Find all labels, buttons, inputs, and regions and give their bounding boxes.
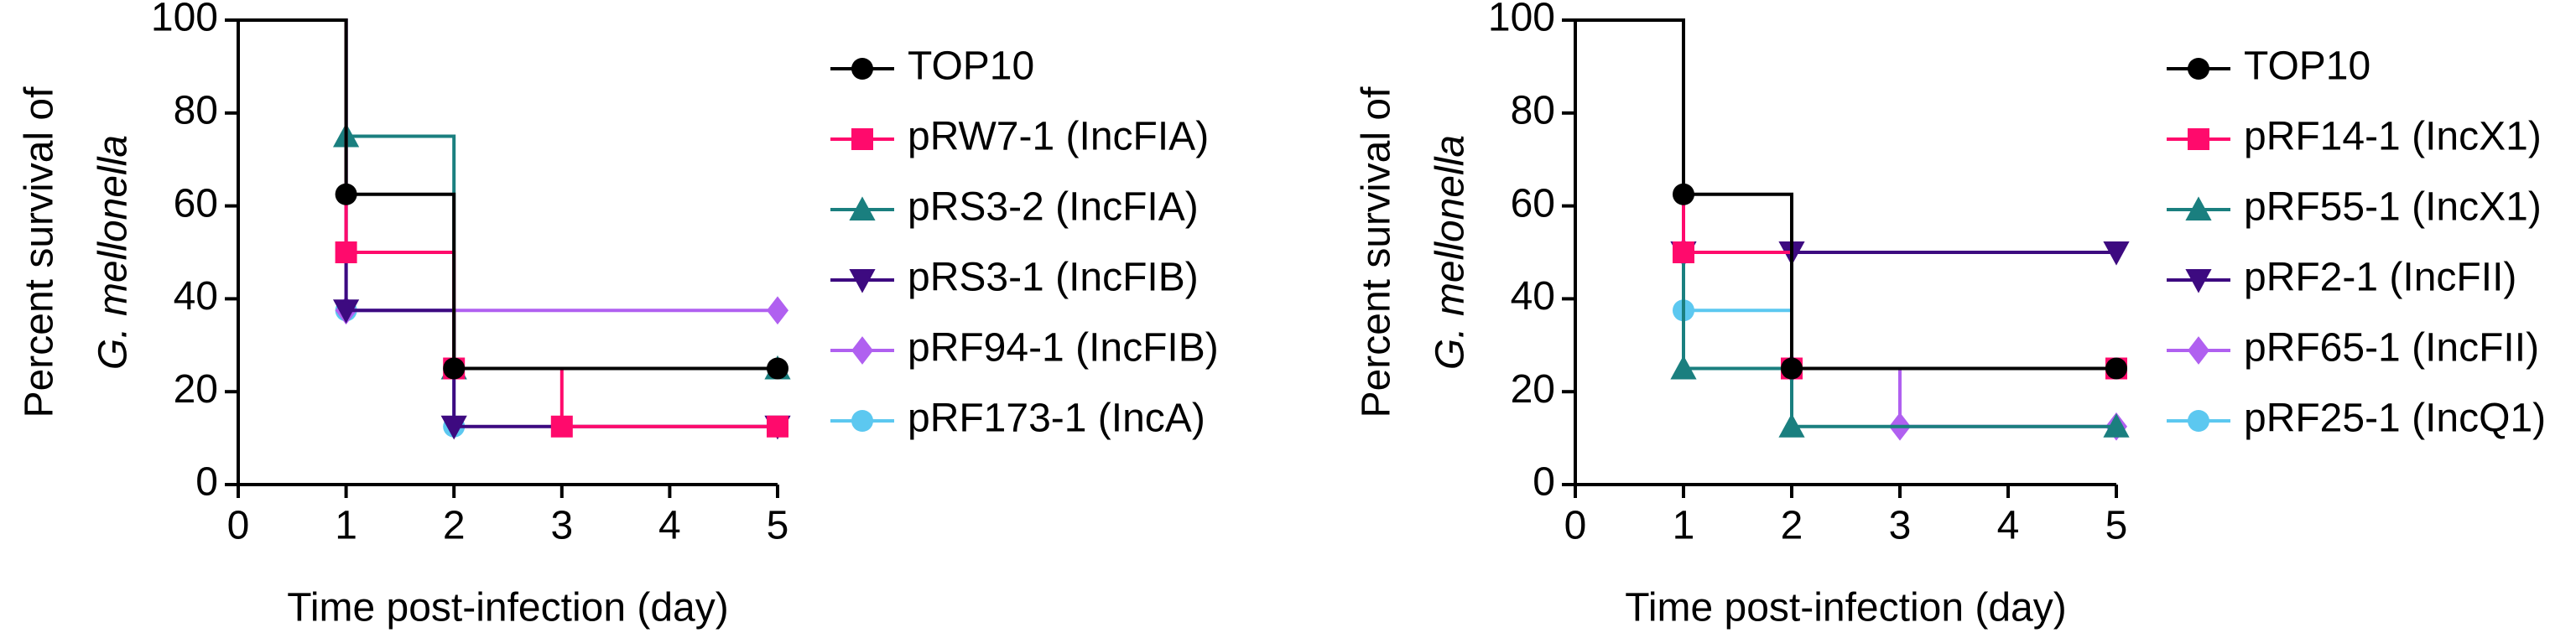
x-axis-label: Time post-infection (day) bbox=[1625, 586, 2066, 630]
y-axis-label: G. mellonella bbox=[91, 135, 136, 370]
survival-line bbox=[1575, 18, 2116, 371]
x-tick-label: 3 bbox=[1889, 504, 1912, 548]
legend-marker bbox=[2188, 336, 2209, 365]
x-tick-label: 2 bbox=[443, 504, 466, 548]
y-axis-label: Percent survival of bbox=[18, 86, 62, 418]
x-tick-label: 2 bbox=[1781, 504, 1803, 548]
marker bbox=[2103, 241, 2130, 266]
y-tick-label: 40 bbox=[174, 274, 218, 319]
survival-line bbox=[1575, 18, 2116, 428]
legend-marker bbox=[849, 269, 876, 293]
marker bbox=[767, 357, 788, 380]
legend-marker bbox=[2188, 58, 2209, 80]
survival-line bbox=[238, 18, 778, 371]
survival-line bbox=[238, 18, 778, 371]
x-tick-label: 1 bbox=[335, 504, 357, 548]
marker bbox=[1673, 241, 1694, 263]
x-axis-label: Time post-infection (day) bbox=[287, 586, 728, 630]
x-tick-label: 5 bbox=[2105, 504, 2128, 548]
legend-marker bbox=[851, 410, 873, 432]
legend-label: pRF173-1 (IncA) bbox=[908, 397, 1205, 441]
legend-label: pRF65-1 (IncFII) bbox=[2244, 326, 2539, 371]
marker bbox=[2105, 357, 2127, 380]
survival-line bbox=[1575, 18, 2116, 254]
y-tick-label: 0 bbox=[195, 460, 218, 505]
legend-label: pRS3-1 (IncFIB) bbox=[908, 256, 1199, 300]
marker bbox=[550, 415, 573, 438]
legend-label: pRF2-1 (IncFII) bbox=[2244, 256, 2516, 300]
survival-line bbox=[1575, 18, 2116, 428]
legend-marker bbox=[2185, 269, 2212, 293]
legend-label: TOP10 bbox=[2244, 44, 2370, 89]
survival-line bbox=[1575, 18, 2116, 371]
legend-marker bbox=[851, 336, 873, 365]
legend-marker bbox=[851, 128, 873, 150]
marker bbox=[1778, 413, 1805, 438]
y-tick-label: 60 bbox=[174, 181, 218, 226]
y-tick-label: 0 bbox=[1533, 460, 1555, 505]
y-tick-label: 20 bbox=[174, 367, 218, 412]
legend-label: pRW7-1 (IncFIA) bbox=[908, 115, 1209, 159]
legend-label: TOP10 bbox=[908, 44, 1034, 89]
marker bbox=[335, 241, 357, 263]
marker bbox=[443, 357, 466, 380]
legend-marker bbox=[2188, 410, 2209, 432]
marker bbox=[1670, 355, 1697, 380]
marker bbox=[440, 415, 467, 440]
legend-marker bbox=[2185, 196, 2212, 220]
y-tick-label: 80 bbox=[174, 88, 218, 132]
x-tick-label: 0 bbox=[227, 504, 250, 548]
survival-line bbox=[238, 18, 778, 428]
survival-line bbox=[238, 18, 778, 428]
legend-label: pRS3-2 (IncFIA) bbox=[908, 185, 1199, 230]
legend-label: pRF14-1 (IncX1) bbox=[2244, 115, 2542, 159]
y-axis-label: G. mellonella bbox=[1429, 135, 1473, 370]
marker bbox=[1673, 183, 1694, 205]
y-tick-label: 40 bbox=[1511, 274, 1555, 319]
legend-label: pRF94-1 (IncFIB) bbox=[908, 326, 1219, 371]
marker bbox=[2103, 413, 2130, 438]
marker bbox=[1781, 357, 1803, 380]
y-tick-label: 20 bbox=[1511, 367, 1555, 412]
x-tick-label: 5 bbox=[767, 504, 789, 548]
x-tick-label: 4 bbox=[1997, 504, 2020, 548]
y-tick-label: 60 bbox=[1511, 181, 1555, 226]
y-tick-label: 80 bbox=[1511, 88, 1555, 132]
x-tick-label: 3 bbox=[550, 504, 573, 548]
marker bbox=[335, 183, 357, 205]
legend-marker bbox=[2188, 128, 2209, 150]
y-axis-label: Percent survival of bbox=[1355, 86, 1399, 418]
x-tick-label: 1 bbox=[1673, 504, 1695, 548]
y-tick-label: 100 bbox=[1488, 0, 1555, 40]
x-tick-label: 0 bbox=[1564, 504, 1587, 548]
legend-marker bbox=[849, 196, 876, 220]
legend-marker bbox=[851, 58, 873, 80]
marker bbox=[767, 296, 788, 325]
y-tick-label: 100 bbox=[151, 0, 218, 40]
marker bbox=[333, 299, 360, 324]
legend-label: pRF55-1 (IncX1) bbox=[2244, 185, 2542, 230]
legend-label: pRF25-1 (IncQ1) bbox=[2244, 397, 2546, 441]
survival-line bbox=[1575, 18, 2116, 371]
survival-line bbox=[238, 18, 778, 313]
marker bbox=[767, 415, 788, 438]
x-tick-label: 4 bbox=[658, 504, 681, 548]
